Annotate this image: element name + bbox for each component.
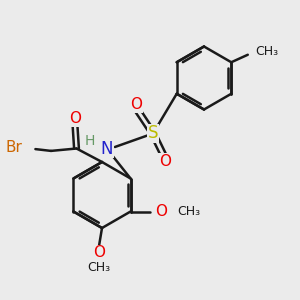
Text: O: O — [69, 111, 81, 126]
Text: O: O — [130, 97, 142, 112]
Text: CH₃: CH₃ — [178, 205, 201, 218]
Text: Br: Br — [6, 140, 22, 155]
Text: O: O — [159, 154, 171, 169]
Text: H: H — [85, 134, 95, 148]
Text: S: S — [148, 124, 158, 142]
Text: N: N — [100, 140, 113, 158]
Text: CH₃: CH₃ — [87, 261, 111, 274]
Text: O: O — [155, 204, 167, 219]
Text: CH₃: CH₃ — [255, 45, 278, 58]
Text: O: O — [93, 245, 105, 260]
